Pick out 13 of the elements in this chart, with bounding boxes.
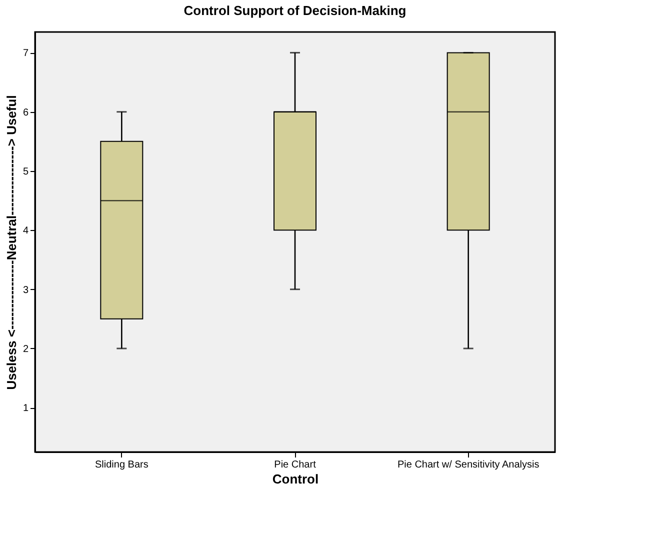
chart-title: Control Support of Decision-Making — [184, 3, 406, 18]
x-tick-label: Pie Chart w/ Sensitivity Analysis — [397, 460, 540, 470]
y-tick-label: 2 — [22, 344, 29, 355]
y-tick-label: 6 — [22, 107, 29, 118]
y-tick-label: 1 — [22, 403, 29, 414]
x-tick-label: Pie Chart — [274, 460, 316, 470]
y-axis-title: Useless <----------------Neutral----------------> Useful — [4, 95, 19, 390]
y-tick-label: 7 — [22, 48, 29, 60]
x-tick-label: Sliding Bars — [94, 460, 148, 470]
x-axis-title: Control — [272, 472, 319, 486]
y-tick-label: 4 — [22, 226, 29, 237]
y-tick-label: 5 — [22, 166, 29, 178]
y-tick-label: 3 — [22, 284, 29, 296]
